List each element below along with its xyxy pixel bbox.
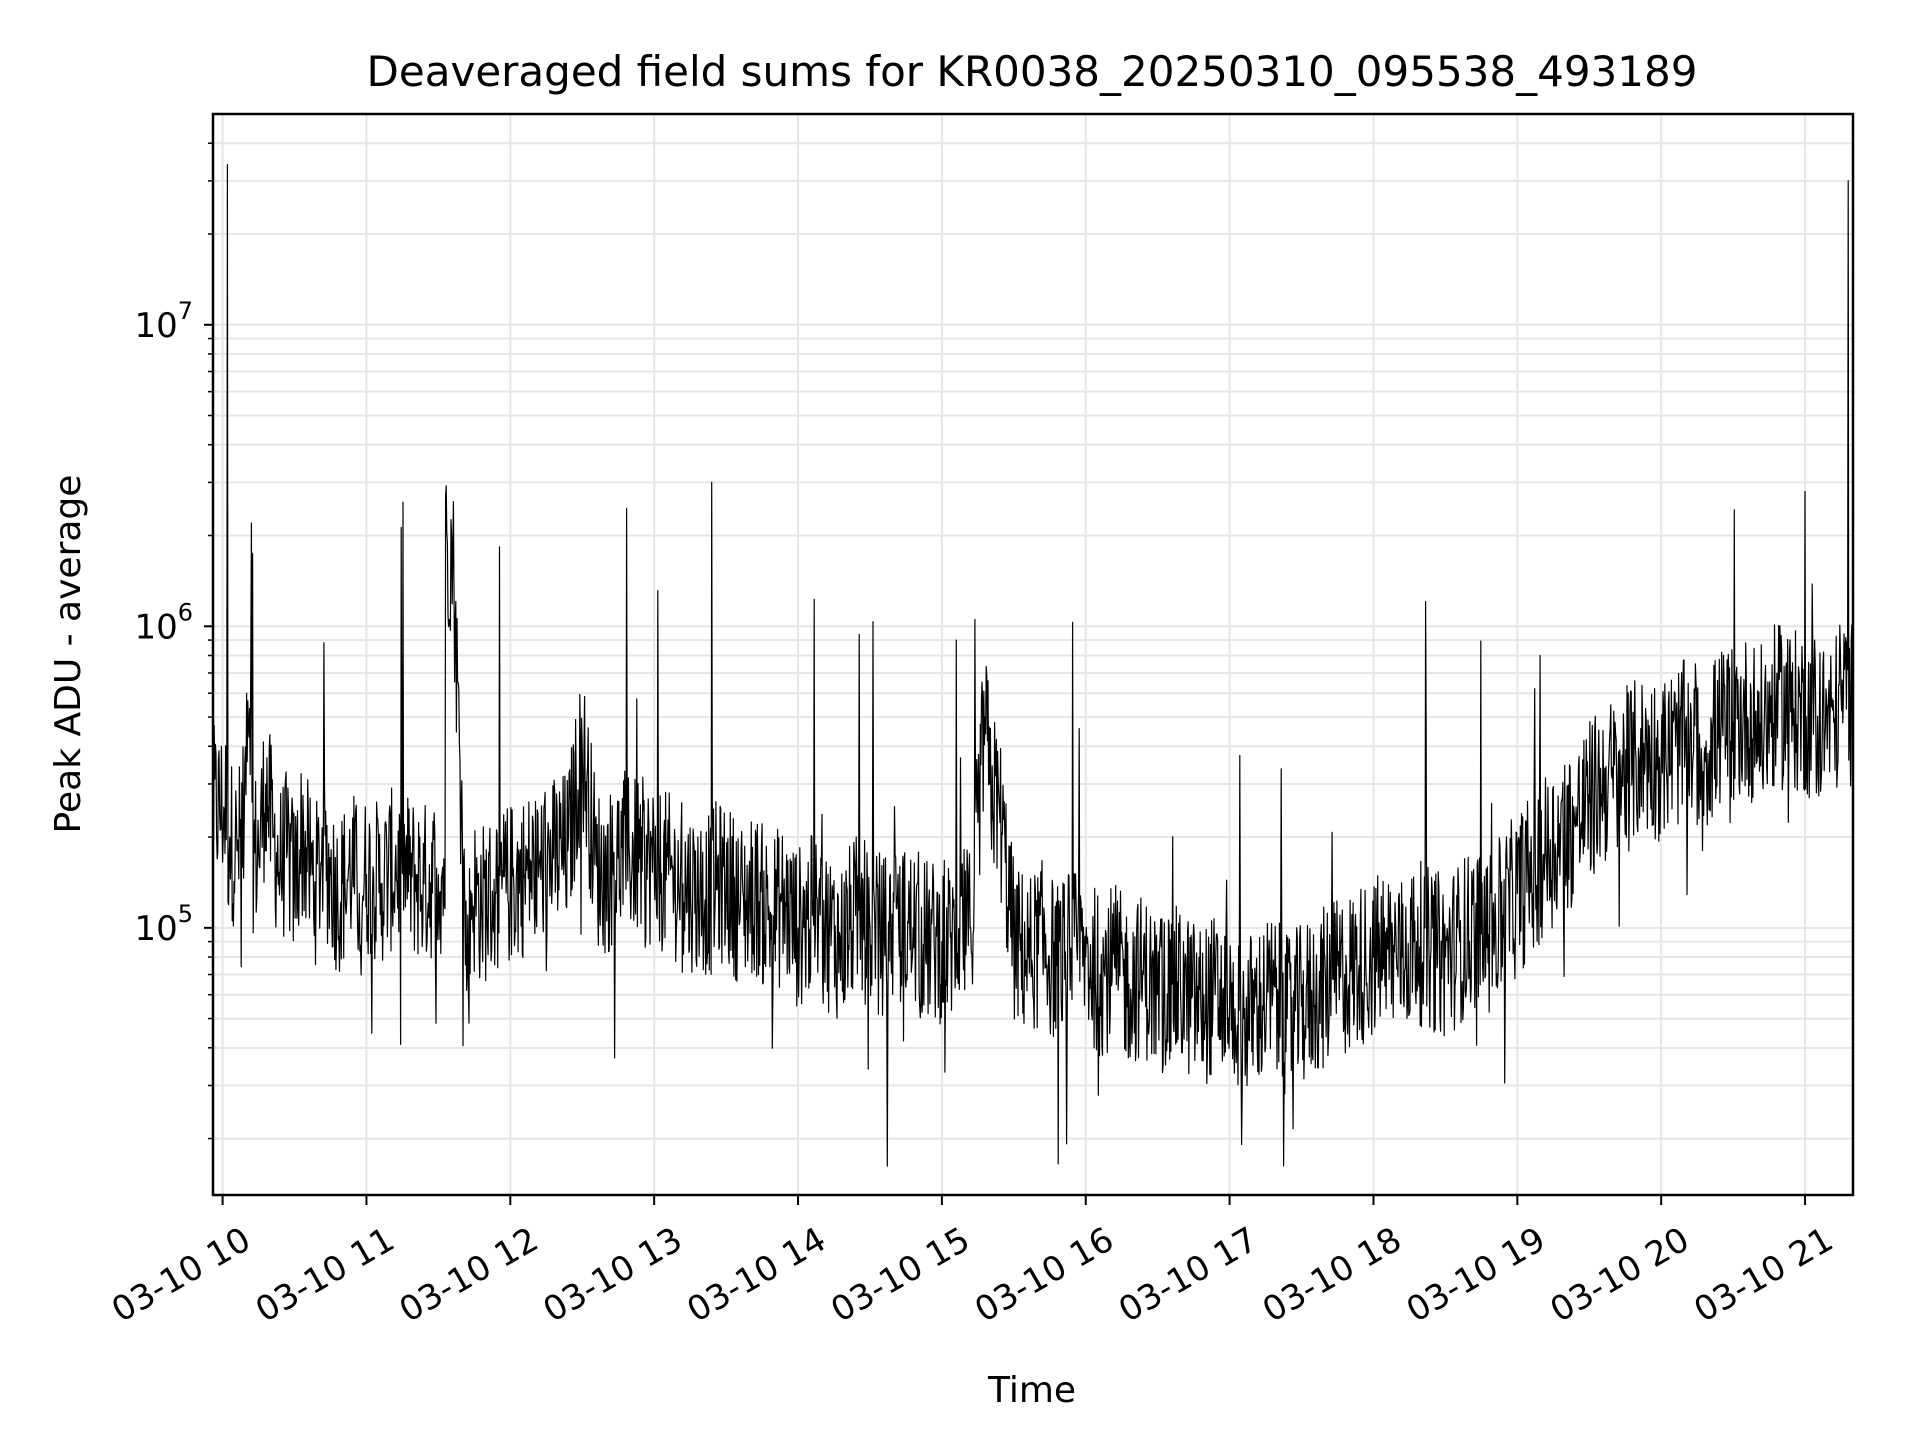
y-tick-label: 106 <box>134 598 193 647</box>
y-axis-label: Peak ADU - average <box>48 475 89 834</box>
y-tick-label: 107 <box>134 297 193 346</box>
chart-title: Deaveraged field sums for KR0038_2025031… <box>367 47 1698 96</box>
x-axis-label: Time <box>987 1370 1076 1411</box>
y-axis-ticks: 105 106 107 <box>134 142 213 1140</box>
plot-frame <box>211 112 1855 1197</box>
y-tick-label: 105 <box>134 900 193 949</box>
series-line <box>212 163 1854 1167</box>
series <box>212 163 1854 1167</box>
